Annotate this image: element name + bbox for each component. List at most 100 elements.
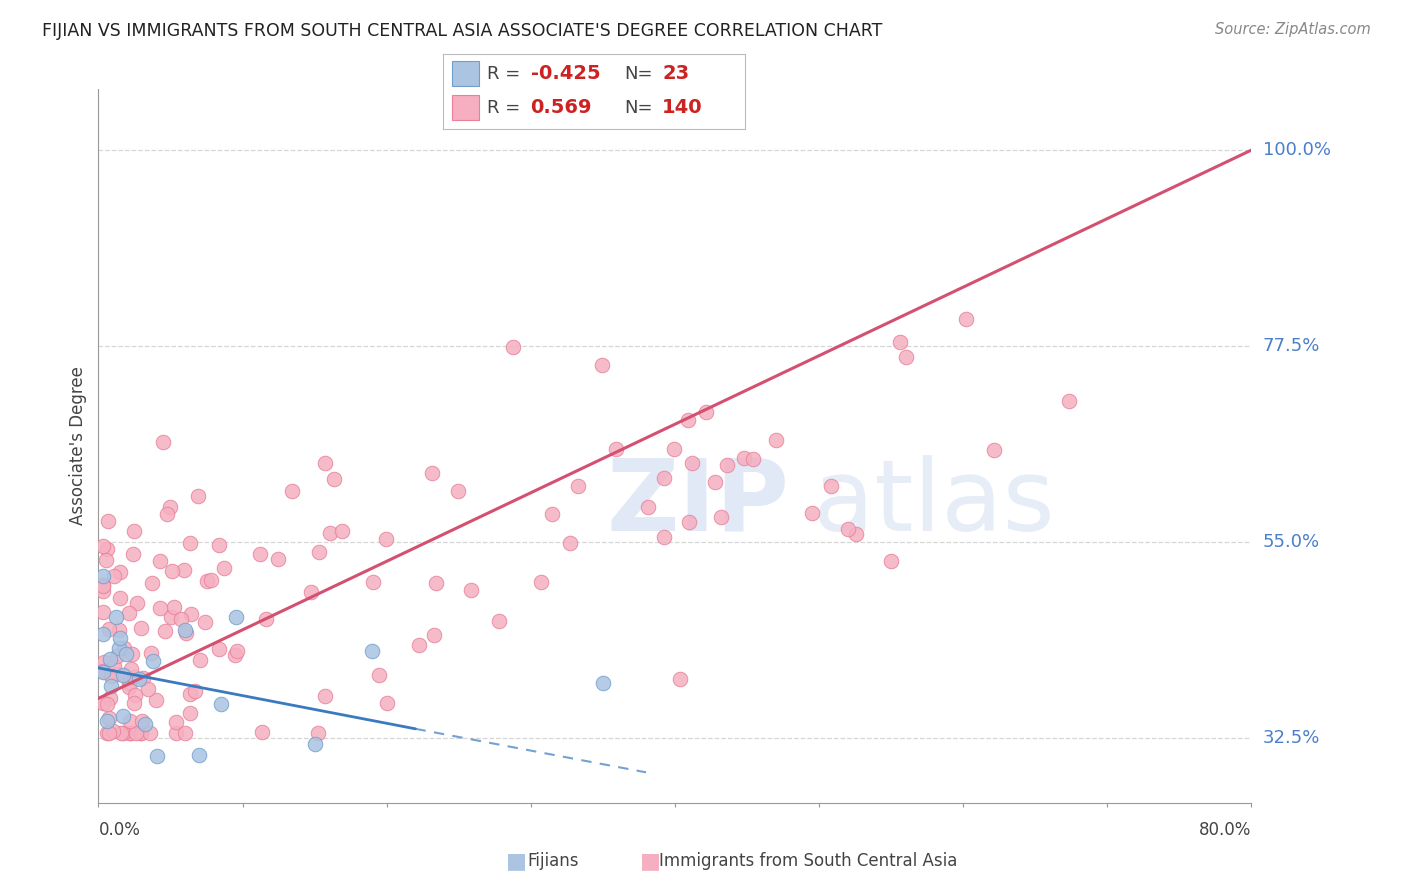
Point (132, 671, 155, 685)
Point (108, 591, 131, 606)
Point (174, 625, 197, 640)
Point (129, 726, 152, 740)
Point (558, 536, 581, 550)
Point (704, 475, 727, 489)
Point (110, 726, 132, 740)
Point (368, 667, 391, 681)
Point (955, 311, 977, 326)
Point (314, 690, 336, 704)
Point (530, 574, 553, 589)
Text: R =: R = (486, 99, 520, 117)
Point (128, 672, 150, 686)
Text: 0.0%: 0.0% (98, 821, 141, 838)
Point (681, 456, 703, 470)
Point (149, 600, 172, 615)
Text: 32.5%: 32.5% (1263, 729, 1320, 747)
Point (488, 614, 510, 628)
Point (108, 623, 131, 637)
Text: 23: 23 (662, 64, 689, 83)
Point (124, 726, 146, 740)
Text: ■: ■ (506, 851, 527, 871)
Point (180, 607, 202, 621)
Point (591, 358, 613, 372)
Point (96, 553, 118, 567)
Point (153, 624, 176, 639)
Point (124, 524, 146, 539)
Point (408, 638, 430, 652)
Text: FIJIAN VS IMMIGRANTS FROM SOUTH CENTRAL ASIA ASSOCIATE'S DEGREE CORRELATION CHAR: FIJIAN VS IMMIGRANTS FROM SOUTH CENTRAL … (42, 22, 883, 40)
Point (423, 628, 446, 642)
Point (156, 507, 179, 521)
Point (716, 458, 738, 472)
Point (170, 611, 193, 625)
Point (820, 478, 842, 492)
Point (96, 726, 118, 740)
Point (765, 433, 787, 447)
Point (111, 726, 134, 740)
Point (662, 442, 685, 456)
Point (146, 748, 169, 763)
Point (96, 714, 118, 729)
Point (108, 641, 131, 656)
Point (160, 564, 183, 578)
Point (896, 350, 918, 364)
Point (96, 697, 118, 711)
Point (173, 564, 195, 578)
Point (374, 533, 396, 547)
Point (115, 647, 138, 661)
Point (695, 405, 717, 419)
Text: 55.0%: 55.0% (1263, 533, 1320, 550)
Point (118, 607, 141, 621)
Point (125, 596, 148, 610)
Point (91, 665, 114, 679)
Point (425, 575, 447, 590)
Point (214, 561, 236, 575)
Point (91, 539, 114, 553)
Point (280, 483, 302, 498)
Point (194, 615, 217, 629)
Point (880, 554, 903, 568)
Point (91, 664, 114, 678)
Point (225, 609, 247, 624)
Point (98, 691, 121, 706)
Point (91, 696, 114, 710)
Point (139, 726, 162, 740)
Text: N=: N= (624, 99, 652, 117)
Text: 0.569: 0.569 (530, 98, 592, 117)
Point (160, 610, 183, 624)
Point (733, 451, 755, 466)
Point (118, 680, 141, 694)
Point (361, 575, 384, 590)
Text: atlas: atlas (813, 455, 1054, 551)
Point (889, 334, 911, 349)
Point (142, 654, 165, 668)
Point (121, 547, 143, 561)
Point (800, 506, 823, 520)
Point (652, 471, 675, 485)
Point (112, 709, 135, 723)
Point (122, 670, 145, 684)
Point (267, 551, 290, 566)
Text: Immigrants from South Central Asia: Immigrants from South Central Asia (659, 852, 957, 870)
Text: R =: R = (486, 64, 520, 83)
Point (97, 711, 120, 725)
Point (304, 737, 326, 751)
Point (187, 489, 209, 503)
Point (141, 575, 163, 590)
Text: 100.0%: 100.0% (1263, 141, 1331, 159)
Point (249, 547, 271, 561)
Point (252, 724, 274, 739)
Point (162, 599, 184, 614)
Text: N=: N= (624, 64, 652, 83)
Point (100, 669, 122, 683)
Point (91, 605, 114, 619)
Point (108, 565, 131, 579)
Point (129, 621, 152, 635)
Point (91, 583, 114, 598)
Point (129, 726, 152, 740)
Text: ZIP: ZIP (606, 455, 789, 551)
Point (136, 681, 159, 696)
Point (121, 647, 143, 661)
Point (845, 527, 868, 541)
Point (319, 525, 342, 540)
